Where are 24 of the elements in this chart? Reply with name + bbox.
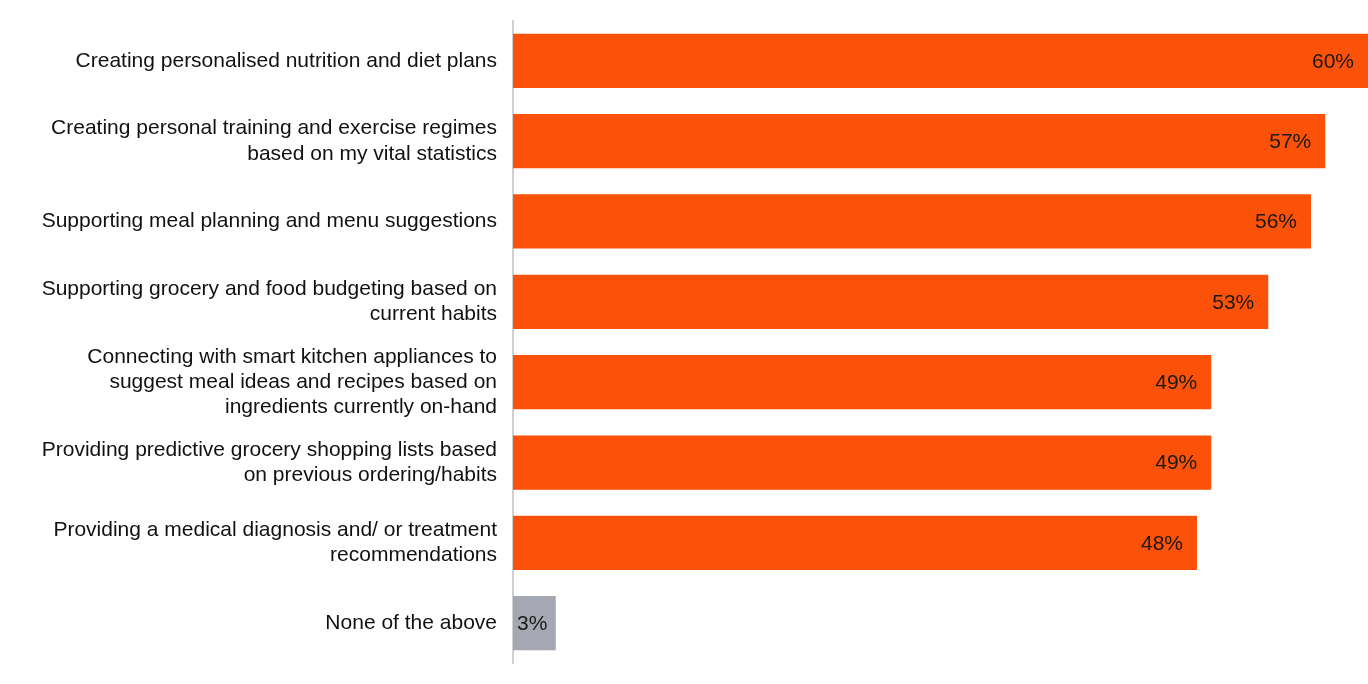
bar [513,194,1311,249]
bar [513,274,1269,329]
bar [513,596,556,651]
data-label: 53% [1212,289,1255,313]
y-tick-label: Connecting with smart kitchen appliances to suggest meal ideas and recipes based on ingredients currently on-hand [87,343,497,418]
y-tick-label: Creating personal training and exercise regimes based on my vital statistics [51,115,497,164]
data-label: 49% [1155,450,1198,474]
data-label: 3% [517,611,548,635]
data-label: 48% [1140,530,1183,554]
bar [513,435,1212,490]
data-label: 49% [1155,369,1198,393]
y-tick-label: Supporting grocery and food budgeting based on current habits [41,276,497,325]
bar [513,114,1326,169]
y-tick-label: Creating personalised nutrition and diet plans [75,47,497,71]
y-tick-label: None of the above [325,610,497,634]
data-label: 60% [1311,48,1354,72]
y-tick-label: Providing predictive grocery shopping lists based on previous ordering/habits [41,436,497,485]
data-label: 56% [1254,209,1297,233]
bar [513,33,1368,88]
y-tick-label: Providing a medical diagnosis and/ or treatment recommendations [53,517,498,566]
bar [513,355,1212,410]
y-tick-label: Supporting meal planning and menu suggestions [41,208,497,232]
bar [513,515,1197,570]
data-label: 57% [1269,128,1312,152]
